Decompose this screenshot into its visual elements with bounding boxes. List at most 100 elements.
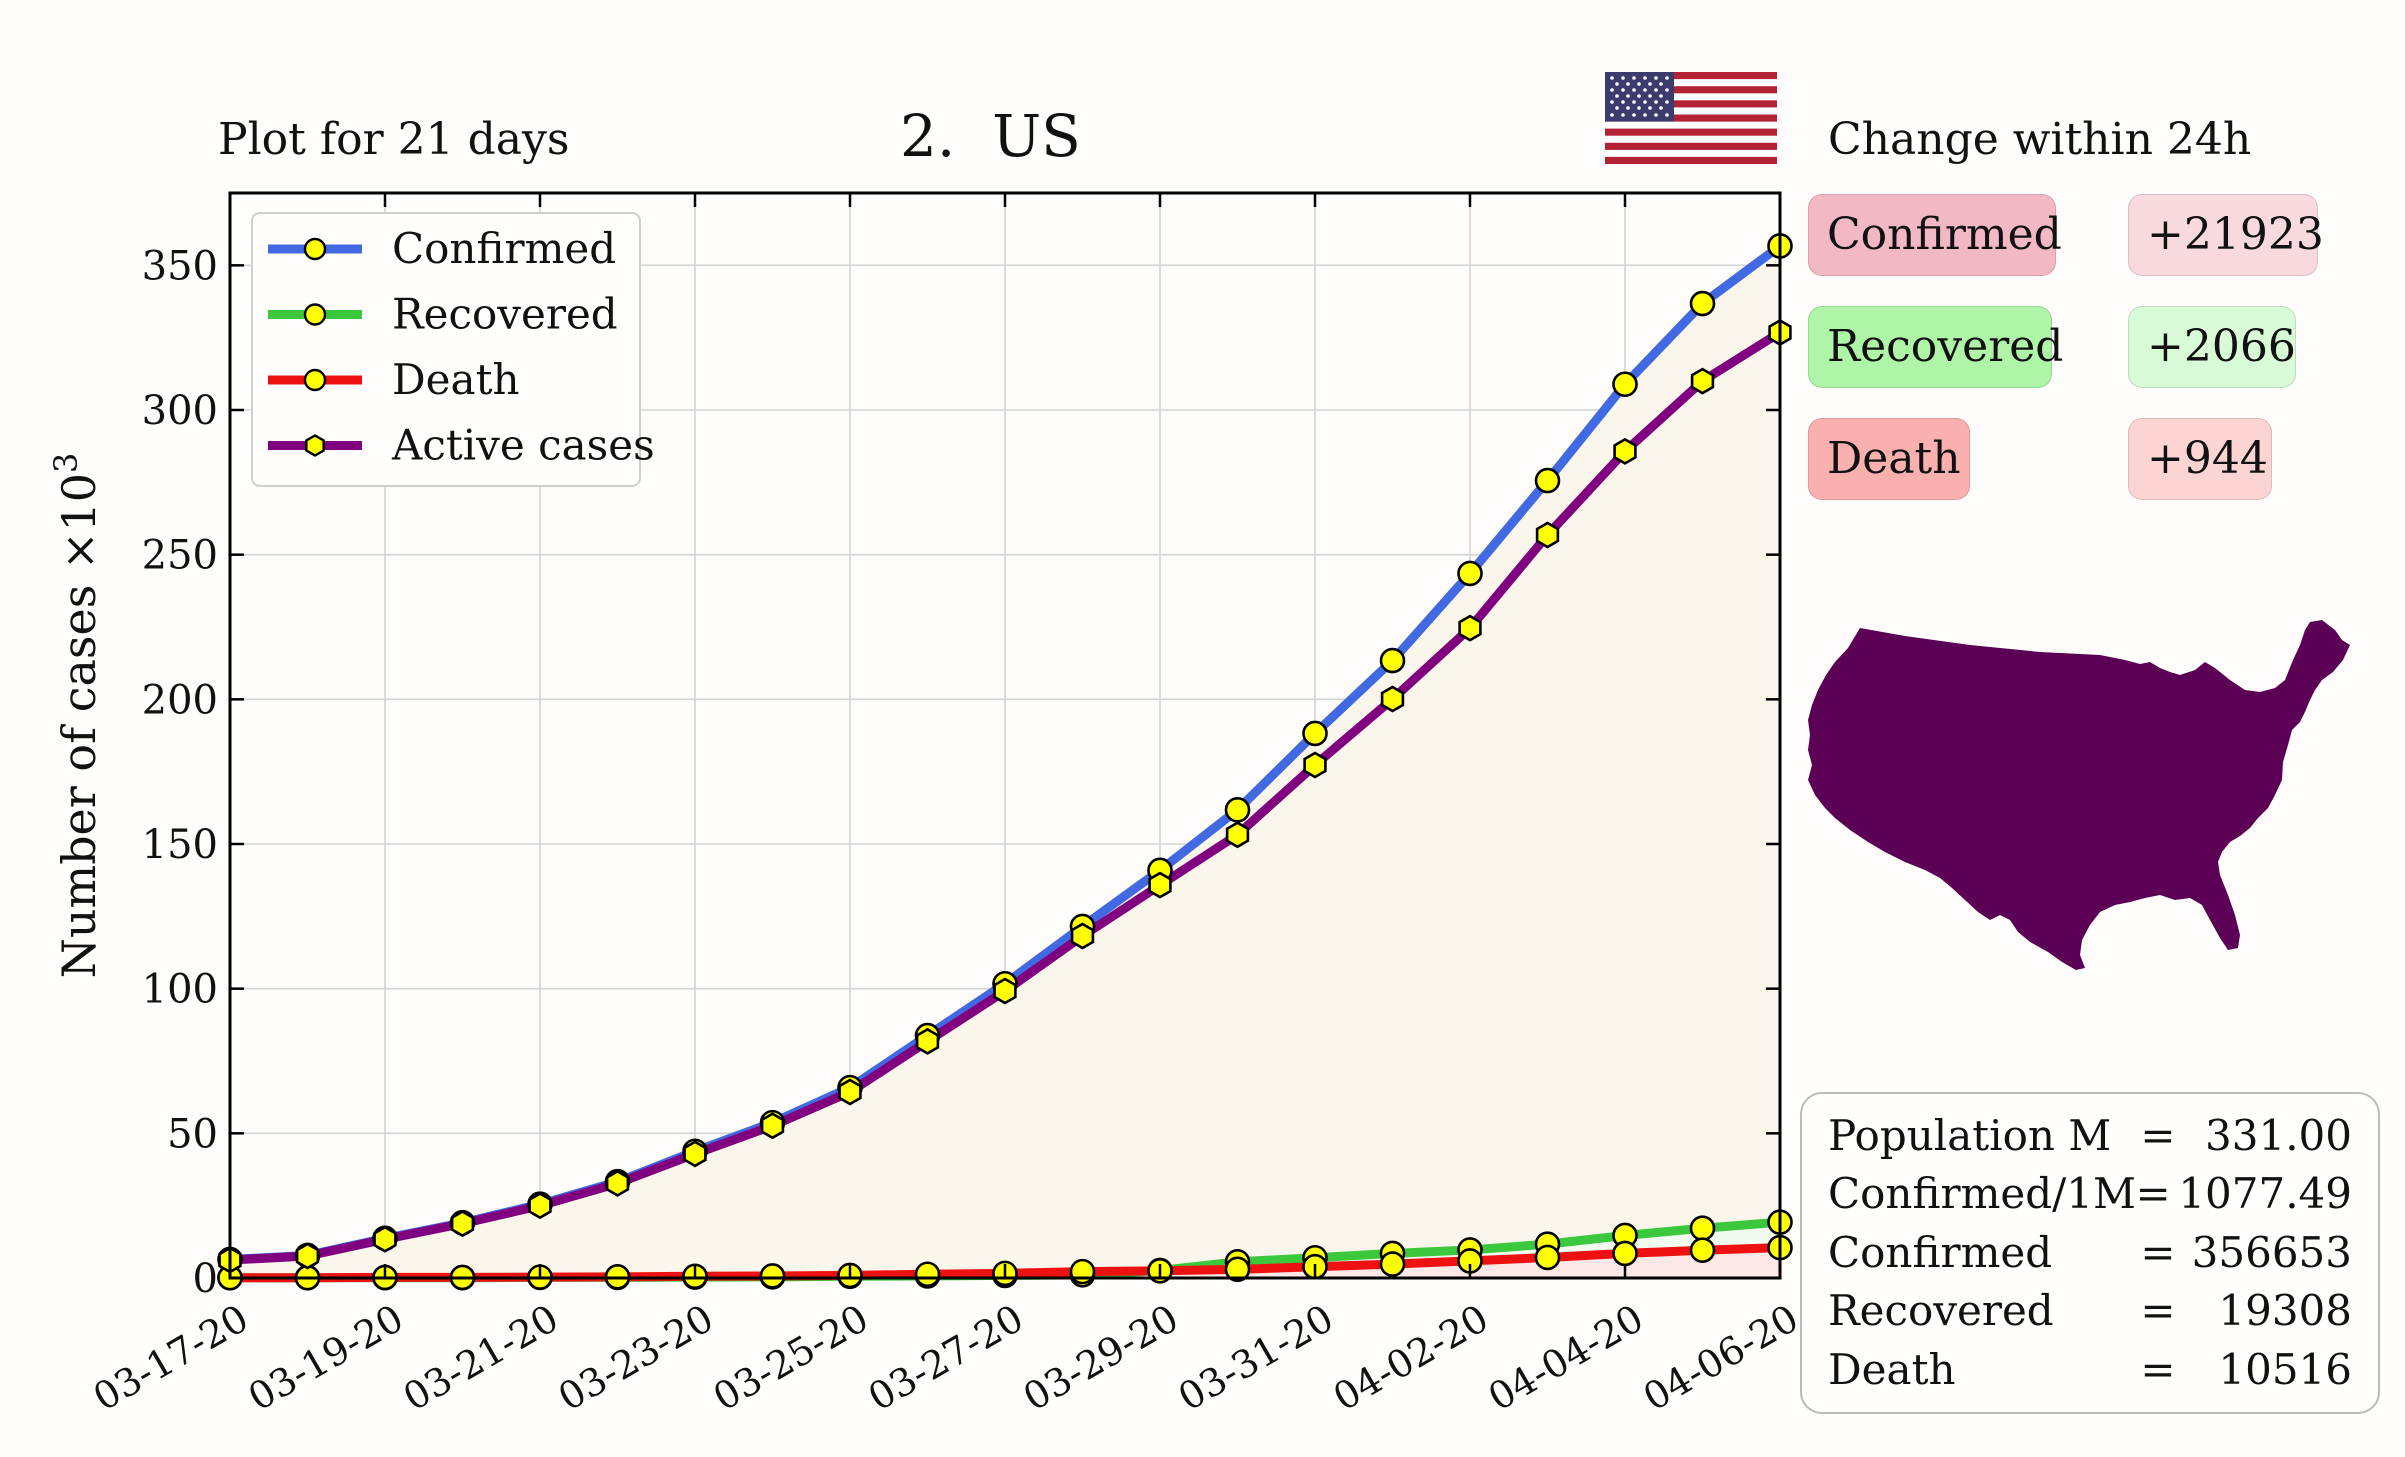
confirmed-point [1534, 467, 1561, 494]
x-tick-label: 03-25-20 [706, 1296, 876, 1419]
legend-label-recovered: Recovered [392, 290, 618, 339]
us-flag-icon [1605, 72, 1777, 164]
death-point [1534, 1244, 1561, 1271]
x-tick-label: 03-27-20 [861, 1296, 1031, 1419]
confirmed-point [1612, 371, 1638, 398]
confirmed-point [1689, 290, 1716, 317]
confirmed-area [230, 245, 1780, 1278]
y-axis-label-text: Number of cases ×103 [47, 453, 106, 979]
y-tick-label: 100 [142, 967, 218, 1013]
stats-eq: = [2140, 1227, 2176, 1277]
active-cases-point [295, 1242, 320, 1270]
active-cases-point [450, 1210, 475, 1238]
stats-value: 19308 [2218, 1286, 2352, 1336]
stats-row-recovered: Recovered = 19308 [1828, 1282, 2352, 1341]
stats-key: Confirmed [1828, 1227, 2053, 1277]
death-point [759, 1263, 786, 1289]
death-point [1069, 1258, 1096, 1285]
death-change-value: +944 [2128, 418, 2272, 500]
active-cases-point [1070, 922, 1095, 950]
confirmed-change-label: Confirmed [1808, 194, 2062, 276]
active-cases-point [1380, 685, 1405, 713]
death-point [1224, 1256, 1251, 1283]
death-point [1612, 1240, 1638, 1267]
active-cases-point [373, 1225, 397, 1253]
active-cases-point [1458, 614, 1482, 642]
y-tick-label: 200 [142, 677, 218, 723]
stats-row-death: Death = 10516 [1828, 1340, 2352, 1399]
active-cases-point [1303, 751, 1327, 779]
x-tick-label: 03-17-20 [86, 1296, 256, 1419]
stats-eq: = [2140, 1344, 2176, 1394]
recovered-change-label: Recovered [1808, 306, 2063, 388]
legend-label-active-cases: Active cases [391, 421, 655, 470]
death-point [1689, 1237, 1716, 1264]
x-tick-label: 04-06-20 [1636, 1296, 1806, 1419]
stats-eq: = [2140, 1286, 2176, 1336]
stats-key: Population M [1828, 1110, 2112, 1160]
legend-marker [303, 368, 327, 392]
legend-label-death: Death [392, 355, 520, 404]
y-tick-label: 0 [193, 1256, 218, 1302]
active-cases-point [1225, 821, 1250, 849]
active-cases-point [760, 1112, 785, 1140]
stats-value: 331.00 [2205, 1110, 2352, 1160]
active-cases-point [1690, 367, 1715, 395]
stats-key: Confirmed/1M [1828, 1169, 2137, 1219]
x-tick-label: 04-02-20 [1326, 1296, 1496, 1419]
active-cases-point [838, 1078, 862, 1106]
x-tick-label: 03-23-20 [551, 1296, 721, 1419]
active-cases-point [528, 1192, 552, 1220]
confirmed-point [1224, 797, 1251, 823]
y-tick-label: 350 [142, 243, 218, 289]
active-cases-point [993, 977, 1017, 1005]
confirmed-change-value: +21923 [2128, 194, 2324, 276]
x-tick-label: 04-04-20 [1481, 1296, 1651, 1419]
change-24h-heading: Change within 24h [1828, 114, 2252, 165]
stats-value: 356653 [2191, 1227, 2352, 1277]
y-axis-label-exponent: 3 [47, 453, 85, 473]
active-cases-point [683, 1140, 707, 1168]
death-change-label: Death [1808, 418, 1970, 500]
stats-key: Death [1828, 1344, 1956, 1394]
death-point [914, 1261, 941, 1288]
y-tick-label: 50 [167, 1111, 218, 1157]
active-cases-point [1148, 871, 1172, 899]
y-tick-label: 300 [142, 388, 218, 434]
page-title: 2. US [900, 102, 1081, 170]
legend-marker [303, 237, 327, 261]
y-tick-label: 150 [142, 822, 218, 868]
legend: Confirmed Recovered Death Active cases [251, 212, 655, 487]
stats-eq: = [2135, 1169, 2171, 1219]
recovered-change-value: +2066 [2128, 306, 2296, 388]
stats-row-confirmed-per-1m: Confirmed/1M = 1077.49 [1828, 1165, 2352, 1224]
active-cases-point [605, 1169, 630, 1197]
confirmed-point [1379, 647, 1406, 674]
stats-panel: Population M = 331.00 Confirmed/1M = 107… [1800, 1092, 2380, 1414]
stats-value: 1077.49 [2178, 1169, 2352, 1219]
x-tick-label: 03-21-20 [396, 1296, 566, 1419]
stats-row-population: Population M = 331.00 [1828, 1106, 2352, 1165]
stats-value: 10516 [2218, 1344, 2352, 1394]
y-axis-label-main: Number of cases ×10 [52, 473, 106, 978]
x-tick-label: 03-29-20 [1016, 1296, 1186, 1419]
x-tick-label: 03-31-20 [1171, 1296, 1341, 1419]
active-cases-point [1613, 437, 1637, 465]
confirmed-point [1457, 560, 1483, 587]
stats-key: Recovered [1828, 1286, 2054, 1336]
y-axis-label: Number of cases ×103 [47, 453, 106, 979]
legend-box [251, 212, 641, 487]
legend-marker [303, 303, 327, 326]
active-cases-point [1535, 521, 1560, 549]
recovered-point [1689, 1215, 1716, 1242]
stats-row-confirmed: Confirmed = 356653 [1828, 1223, 2352, 1282]
x-tick-label: 03-19-20 [241, 1296, 411, 1419]
confirmed-point [1302, 720, 1328, 747]
y-tick-label: 250 [142, 533, 218, 579]
active-cases-point [915, 1027, 940, 1055]
death-point [1379, 1251, 1406, 1277]
us-map-silhouette [1808, 620, 2350, 970]
plot-days-note: Plot for 21 days [218, 114, 570, 165]
legend-marker [305, 434, 325, 457]
